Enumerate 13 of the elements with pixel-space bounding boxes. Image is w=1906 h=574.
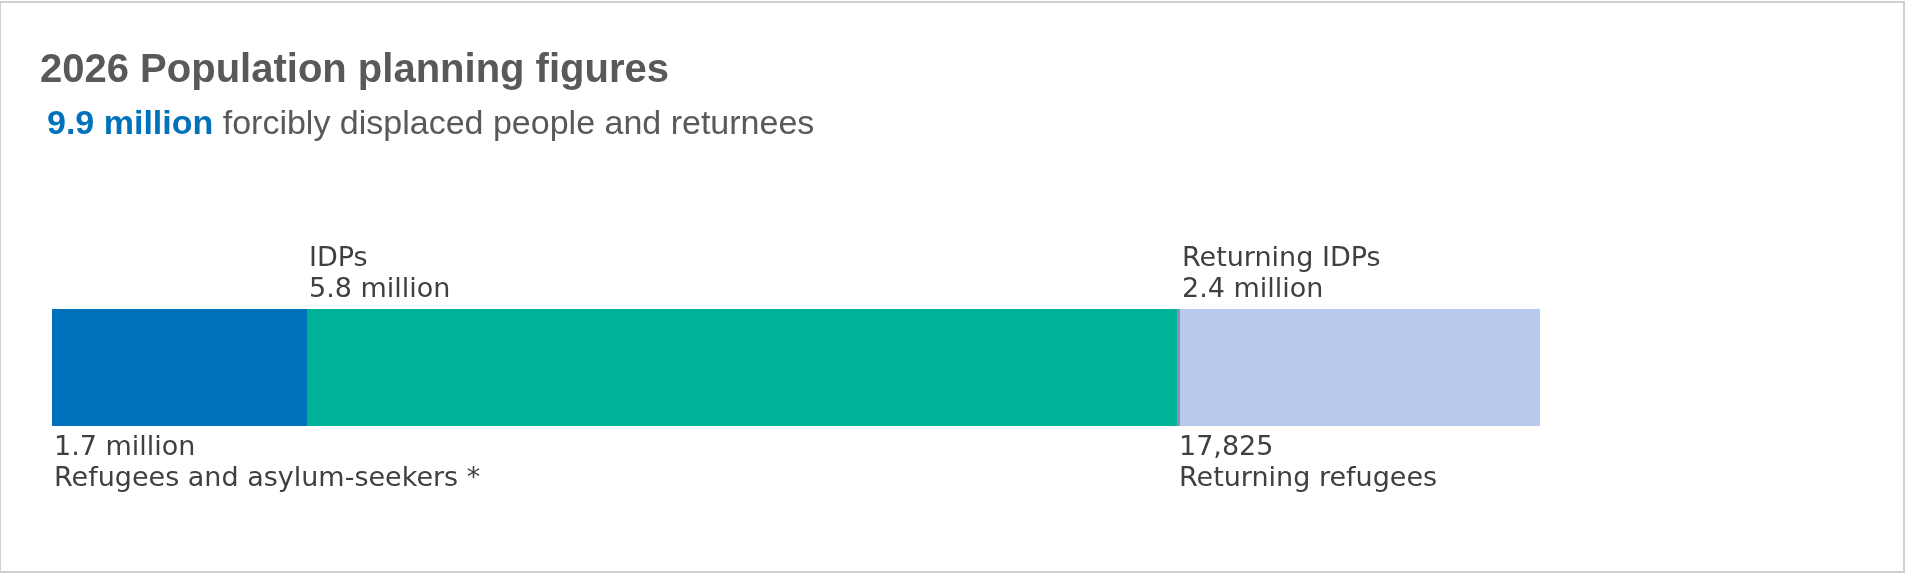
series-label: Returning IDPs: [1182, 241, 1381, 272]
series-label: IDPs: [309, 241, 368, 272]
bar: [1177, 308, 1180, 426]
series-label: Returning refugees: [1179, 461, 1438, 492]
series-label: Refugees and asylum-seekers *: [54, 461, 481, 492]
data-label: 5.8 million: [309, 272, 451, 303]
data-label: 17,825: [1179, 430, 1274, 461]
data-label: 2.4 million: [1182, 272, 1324, 303]
bar: [1179, 308, 1540, 426]
chart-title: 2026 Population planning figures: [40, 46, 669, 90]
data-label: 1.7 million: [54, 430, 196, 461]
bar: [52, 308, 308, 426]
chart-subtitle: 9.9 million forcibly displaced people and returnees: [47, 103, 815, 141]
